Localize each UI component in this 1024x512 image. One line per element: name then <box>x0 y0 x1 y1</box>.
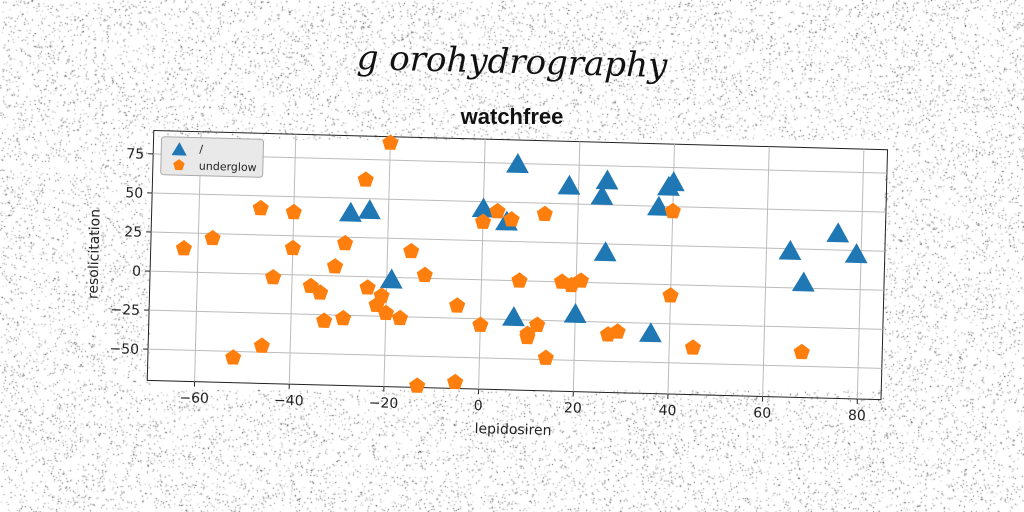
triangle-point <box>844 243 868 264</box>
pentagon-point <box>662 287 679 303</box>
pentagon-point <box>529 316 546 333</box>
legend-triangle-marker <box>171 142 187 156</box>
pentagon-point <box>403 242 420 259</box>
y-tick-label: 75 <box>126 146 144 162</box>
chart-title: watchfree <box>460 104 564 129</box>
pentagon-point <box>302 277 319 294</box>
pentagon-point <box>489 202 506 219</box>
pentagon-point <box>175 240 192 256</box>
triangle-point <box>338 201 362 222</box>
axes-frame <box>146 129 889 401</box>
triangle-point <box>826 222 850 243</box>
legend: / underglow <box>160 136 265 178</box>
triangle-point <box>557 174 581 195</box>
pentagon-point <box>472 316 489 333</box>
legend-box <box>160 136 265 178</box>
pentagon-point <box>416 266 433 283</box>
legend-label: underglow <box>199 160 257 175</box>
pentagon-point <box>474 213 492 229</box>
triangle-point <box>778 239 802 260</box>
pentagon-point <box>447 373 464 390</box>
triangle-point <box>471 197 495 218</box>
legend-pentagon-marker <box>173 159 185 171</box>
x-grid-line <box>572 141 581 392</box>
data-points <box>175 134 868 393</box>
pentagon-point <box>409 377 426 393</box>
x-tick-label: −40 <box>274 393 304 410</box>
pentagon-point <box>377 304 395 321</box>
pentagon-point <box>793 343 810 360</box>
y-tick-label: 25 <box>124 224 142 240</box>
triangle-point <box>563 303 587 324</box>
y-grid-line <box>151 231 885 252</box>
pentagon-point <box>511 272 528 288</box>
triangle-point <box>647 195 670 216</box>
pentagon-point <box>609 323 626 339</box>
y-grid-line <box>152 192 886 213</box>
triangle-point <box>590 184 614 206</box>
pentagon-point <box>252 199 269 216</box>
y-axis-label: resolicitation <box>85 209 103 300</box>
pentagon-point <box>572 272 590 288</box>
legend-label: / <box>199 143 203 156</box>
pentagon-point <box>204 229 221 246</box>
pentagon-point <box>449 297 466 313</box>
pentagon-point <box>537 349 554 366</box>
x-grid-line <box>856 149 865 400</box>
pentagon-point <box>316 312 333 328</box>
y-tick-label: −50 <box>109 341 139 358</box>
triangle-point <box>638 322 662 343</box>
triangle-point <box>791 271 815 292</box>
y-tick-label: 50 <box>125 185 143 201</box>
x-tick-label: −20 <box>369 395 399 412</box>
x-tick-label: 0 <box>474 398 483 414</box>
x-grid-line <box>288 134 297 385</box>
x-grid-line <box>762 146 770 397</box>
triangle-point <box>379 268 403 289</box>
pentagon-point <box>664 202 681 219</box>
x-tick-label: 40 <box>658 403 676 419</box>
pentagon-point <box>326 258 344 274</box>
x-axis-label: lepidosiren <box>474 421 551 439</box>
pentagon-point <box>265 268 282 285</box>
triangle-point <box>595 169 619 190</box>
pentagon-point <box>337 234 354 251</box>
pentagon-point <box>335 309 352 326</box>
x-tick-label: 20 <box>564 400 582 416</box>
pentagon-point <box>536 205 553 222</box>
x-tick-label: −60 <box>179 390 209 407</box>
pentagon-point <box>382 134 399 150</box>
triangle-point <box>593 241 617 262</box>
triangle-point <box>506 153 529 174</box>
axis-ticks: −60 −40 −20 0 20 40 60 80 −50 −25 0 25 50 75 <box>109 146 866 424</box>
y-grid-line <box>148 348 882 369</box>
pentagon-point <box>284 239 301 256</box>
pentagon-point <box>357 171 374 187</box>
x-grid-line <box>478 139 486 390</box>
pentagon-point <box>503 211 520 227</box>
plot-area: −60 −40 −20 0 20 40 60 80 −50 −25 0 25 50 75 / undergl… <box>85 129 889 439</box>
triangle-point <box>357 199 381 220</box>
pentagon-point <box>684 339 702 355</box>
y-tick-label: 0 <box>132 264 141 280</box>
pentagon-point <box>253 337 270 353</box>
y-tick-label: −25 <box>110 302 140 319</box>
x-tick-label: 80 <box>848 408 866 424</box>
x-tick-label: 60 <box>753 405 771 421</box>
pentagon-point <box>373 287 390 303</box>
triangle-point <box>502 306 525 327</box>
triangle-point <box>661 171 685 192</box>
pentagon-point <box>285 203 302 220</box>
x-grid-line <box>383 136 391 387</box>
pentagon-point <box>359 279 376 295</box>
pentagon-point <box>391 309 409 326</box>
pentagon-point <box>225 349 242 365</box>
